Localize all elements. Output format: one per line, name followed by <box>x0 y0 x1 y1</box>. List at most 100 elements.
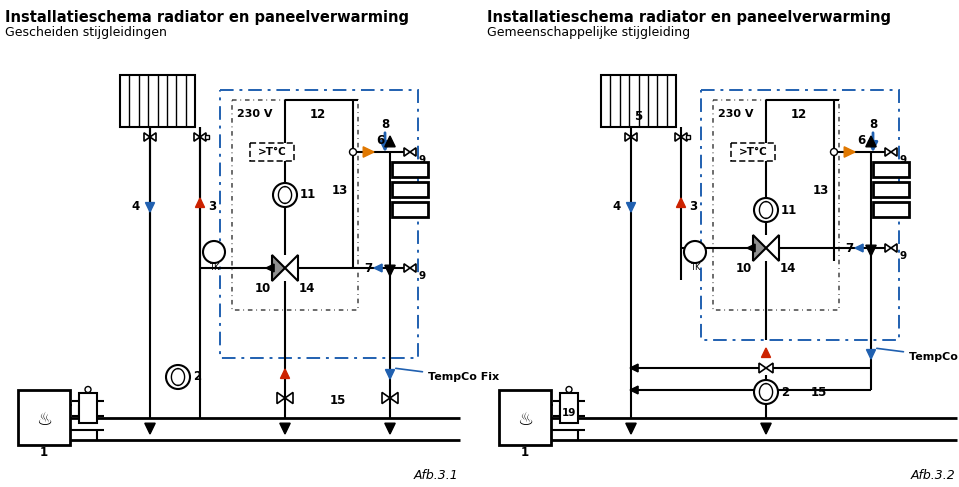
Bar <box>731 143 775 161</box>
Polygon shape <box>625 133 631 141</box>
Polygon shape <box>145 423 155 434</box>
Text: 9: 9 <box>900 155 906 165</box>
Text: 1: 1 <box>521 447 529 460</box>
Polygon shape <box>753 235 766 261</box>
Text: TK: TK <box>690 263 700 272</box>
Polygon shape <box>404 148 410 156</box>
Polygon shape <box>404 264 410 272</box>
Polygon shape <box>760 423 771 434</box>
Polygon shape <box>196 198 204 207</box>
Polygon shape <box>390 393 398 404</box>
Bar <box>205 134 209 139</box>
Text: 9: 9 <box>418 271 426 281</box>
Circle shape <box>684 241 706 263</box>
Text: 3: 3 <box>689 201 697 213</box>
Text: Gescheiden stijgleidingen: Gescheiden stijgleidingen <box>5 26 167 39</box>
Text: >T°C: >T°C <box>258 147 287 157</box>
Polygon shape <box>386 370 394 379</box>
Polygon shape <box>385 423 395 434</box>
Polygon shape <box>891 148 897 156</box>
Text: 8: 8 <box>381 118 389 131</box>
Text: 9: 9 <box>900 251 906 261</box>
Circle shape <box>273 183 297 207</box>
Bar <box>713 100 839 310</box>
Text: TempCo Fix: TempCo Fix <box>396 368 499 382</box>
Polygon shape <box>144 133 150 141</box>
Text: ♨: ♨ <box>35 411 52 429</box>
Polygon shape <box>194 133 200 141</box>
Polygon shape <box>866 350 876 359</box>
Polygon shape <box>382 393 390 404</box>
Text: 230 V: 230 V <box>237 109 272 119</box>
Circle shape <box>830 149 837 155</box>
Polygon shape <box>146 203 154 212</box>
Text: 5: 5 <box>634 111 643 124</box>
Text: 3: 3 <box>208 201 216 213</box>
Text: Afb.3.1: Afb.3.1 <box>413 469 458 482</box>
Polygon shape <box>200 133 206 141</box>
Polygon shape <box>150 133 156 141</box>
Text: ♨: ♨ <box>517 411 533 429</box>
Bar <box>601 75 676 127</box>
Polygon shape <box>681 133 687 141</box>
Text: 7: 7 <box>845 243 854 256</box>
Bar <box>232 100 358 310</box>
Bar <box>220 90 418 358</box>
Bar <box>250 143 294 161</box>
Text: 15: 15 <box>329 394 345 408</box>
Polygon shape <box>285 255 298 281</box>
Bar <box>701 90 899 340</box>
Polygon shape <box>866 136 877 147</box>
Polygon shape <box>385 265 395 276</box>
Text: >T°C: >T°C <box>738 147 767 157</box>
Polygon shape <box>285 393 293 404</box>
Polygon shape <box>385 136 395 147</box>
Polygon shape <box>766 235 779 261</box>
Text: Gemeenschappelijke stijgleiding: Gemeenschappelijke stijgleiding <box>487 26 690 39</box>
Polygon shape <box>626 203 636 212</box>
Text: 12: 12 <box>791 108 807 120</box>
Polygon shape <box>277 393 285 404</box>
Polygon shape <box>885 148 891 156</box>
Polygon shape <box>630 386 638 394</box>
Text: 7: 7 <box>363 262 372 276</box>
Polygon shape <box>280 369 290 378</box>
Polygon shape <box>866 245 877 256</box>
Text: 10: 10 <box>255 281 271 295</box>
Bar <box>873 202 909 217</box>
Circle shape <box>754 198 778 222</box>
Text: TempCo Fix: TempCo Fix <box>877 348 959 362</box>
Text: Installatieschema radiator en paneelverwarming: Installatieschema radiator en paneelverw… <box>5 10 409 25</box>
Text: 11: 11 <box>781 204 797 217</box>
Text: 2: 2 <box>781 386 789 398</box>
Text: 10: 10 <box>736 262 752 275</box>
Circle shape <box>203 241 225 263</box>
Bar <box>499 390 551 445</box>
Text: 9: 9 <box>418 155 426 165</box>
Polygon shape <box>626 423 636 434</box>
Polygon shape <box>855 244 863 252</box>
Bar <box>18 390 70 445</box>
Text: 13: 13 <box>332 184 348 196</box>
Polygon shape <box>761 348 770 357</box>
Bar <box>392 162 428 177</box>
Text: 1: 1 <box>40 447 48 460</box>
Polygon shape <box>631 133 637 141</box>
Text: Installatieschema radiator en paneelverwarming: Installatieschema radiator en paneelverw… <box>487 10 891 25</box>
Text: 14: 14 <box>299 281 316 295</box>
Text: Afb.3.2: Afb.3.2 <box>910 469 955 482</box>
Bar <box>873 162 909 177</box>
Polygon shape <box>844 147 855 157</box>
Polygon shape <box>766 385 773 395</box>
Text: 19: 19 <box>562 408 576 418</box>
Text: 13: 13 <box>813 184 830 196</box>
Polygon shape <box>410 264 416 272</box>
Bar <box>392 202 428 217</box>
Polygon shape <box>630 364 638 372</box>
Text: 2: 2 <box>193 371 201 383</box>
Polygon shape <box>280 423 291 434</box>
Circle shape <box>566 387 572 393</box>
Text: 12: 12 <box>310 108 326 120</box>
Text: 6: 6 <box>857 134 865 148</box>
Polygon shape <box>747 244 755 252</box>
